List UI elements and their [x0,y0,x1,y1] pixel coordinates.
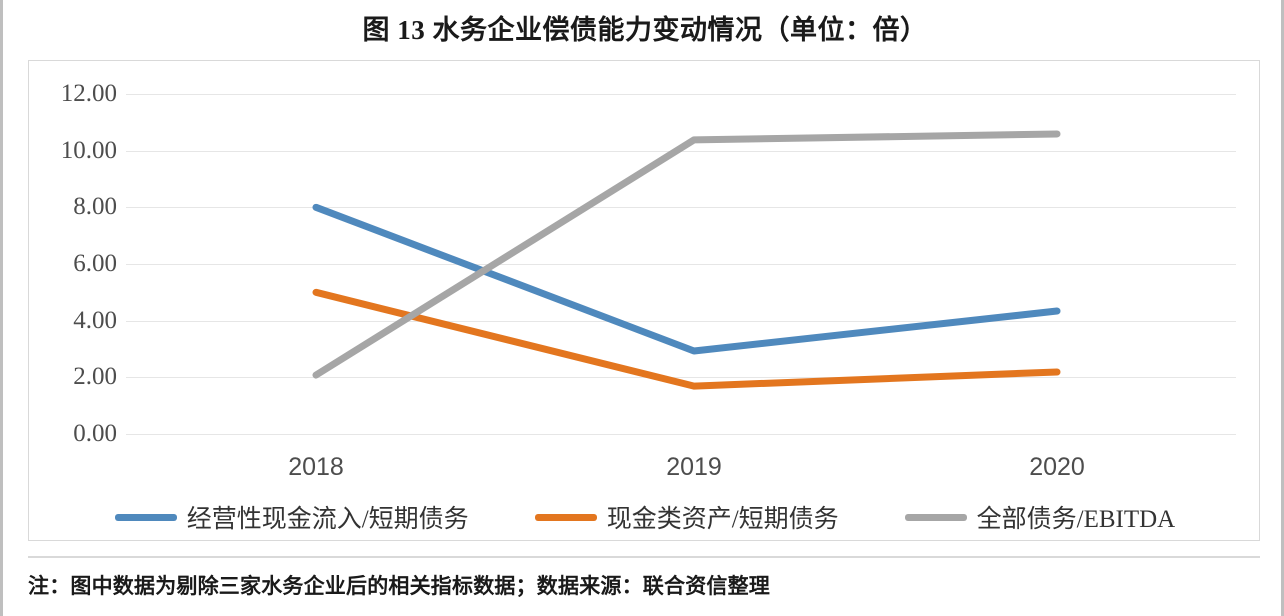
legend-label: 经营性现金流入/短期债务 [186,506,469,533]
chart-frame: 0.00 2.00 4.00 6.00 8.00 10.00 12.00 2018 2019 2… [28,60,1260,541]
legend-swatch-icon [904,513,967,521]
chart-footnote: 注：图中数据为剔除三家水务企业后的相关指标数据；数据来源：联合资信整理 [28,574,770,598]
gridline [126,207,1236,209]
chart-title: 图 13 水务企业偿债能力变动情况（单位：倍） [362,15,928,45]
y-axis-tick-label: 2.00 [73,363,117,391]
gridline [126,94,1236,95]
series-lines-group [312,130,1061,390]
y-axis-tick-label: 6.00 [73,250,117,277]
gridline [126,320,1236,322]
chart-legend: 经营性现金流入/短期债务 现金类资产/短期债务 全部债务/EBITDA [29,493,1261,541]
x-axis-tick-label: 2020 [1029,453,1085,481]
y-axis-tick-label: 12.00 [60,80,117,107]
legend-label: 全部债务/EBITDA [976,506,1176,533]
y-axis-tick-label: 0.00 [73,420,117,447]
series-line-2 [312,288,1061,390]
gridline [126,264,1236,265]
legend-label: 现金类资产/短期债务 [606,506,839,533]
y-axis-tick-label: 8.00 [73,193,117,221]
x-axis-tick-label: 2018 [288,453,344,481]
gridline [126,377,1236,379]
x-axis-tick-label: 2019 [666,453,722,481]
series-line-1 [312,203,1061,355]
legend-item-2[interactable]: 现金类资产/短期债务 [534,499,839,535]
legend-swatch-icon [534,513,597,521]
plot-area: 0.00 2.00 4.00 6.00 8.00 10.00 12.00 2018 2019 2… [29,61,1261,542]
y-axis-tick-label: 4.00 [73,306,117,334]
footnote-divider [28,556,1260,558]
legend-item-1[interactable]: 经营性现金流入/短期债务 [114,499,469,535]
gridline [126,434,1236,435]
series-line-3 [312,130,1061,379]
legend-item-3[interactable]: 全部债务/EBITDA [904,499,1176,535]
legend-swatch-icon [114,513,177,521]
y-axis-tick-label: 10.00 [60,136,117,164]
